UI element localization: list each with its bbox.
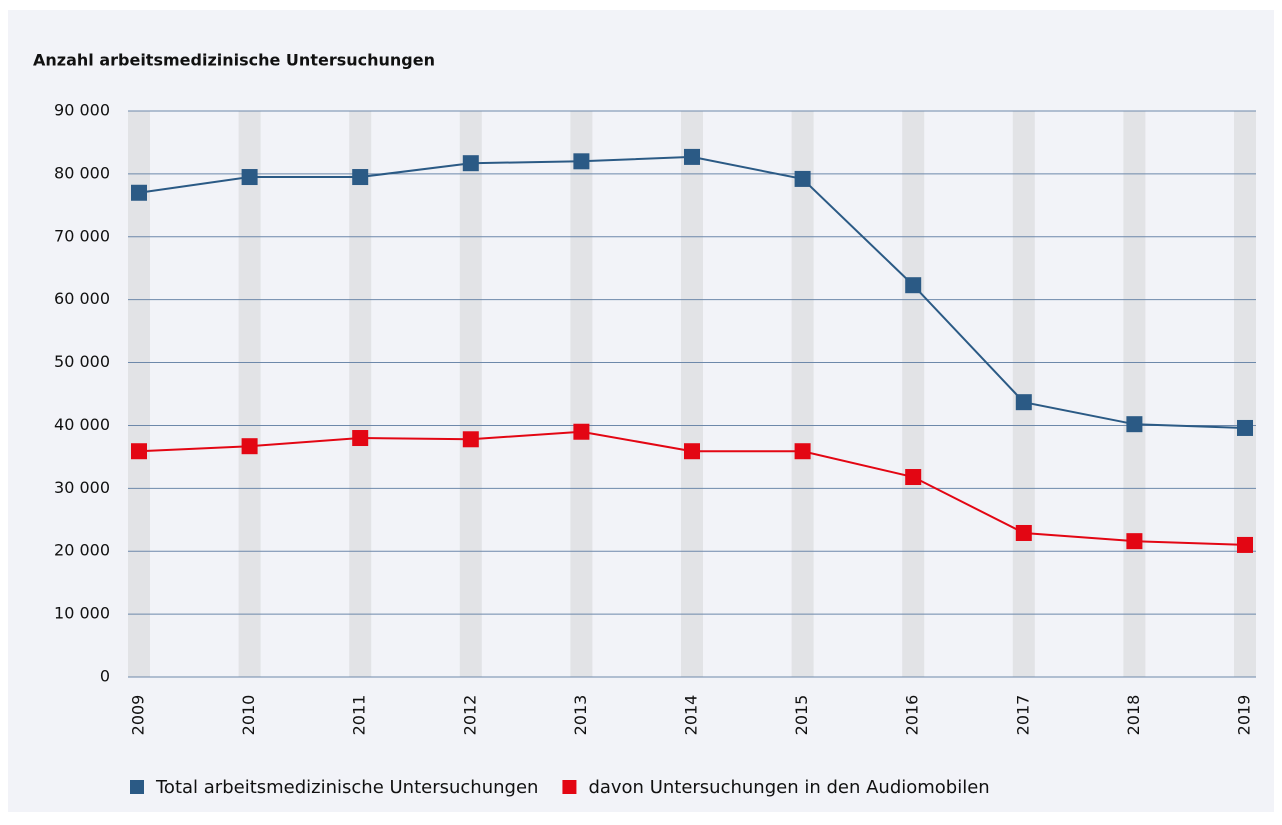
chart-title: Anzahl arbeitsmedizinische Untersuchunge… [33,51,435,70]
marker [352,169,369,186]
x-tick-label: 2018 [1124,695,1143,736]
marker [241,169,258,186]
y-tick-label: 60 000 [54,289,110,308]
marker [573,153,590,170]
y-tick-label: 30 000 [54,478,110,497]
legend-swatch [562,780,577,794]
marker [1237,419,1253,436]
x-tick-label: 2013 [571,695,590,736]
column-stripe [570,111,593,677]
marker [131,184,147,201]
marker [462,155,479,172]
y-tick-label: 80 000 [54,163,110,182]
legend-label: Total arbeitsmedizinische Untersuchungen [155,777,538,798]
marker [1237,536,1253,553]
y-tick-label: 0 [100,667,110,686]
marker [905,277,922,294]
x-tick-label: 2010 [239,695,258,736]
marker [684,443,700,460]
marker [684,148,700,165]
column-stripe [681,111,703,677]
marker [573,423,590,440]
y-tick-label: 90 000 [54,101,110,120]
marker [1126,416,1143,433]
marker [352,430,369,447]
x-tick-label: 2009 [129,695,148,736]
y-tick-label: 40 000 [54,415,110,434]
x-tick-label: 2015 [792,695,811,736]
y-tick-label: 10 000 [54,604,110,623]
column-stripe [1123,111,1146,677]
x-tick-label: 2011 [350,695,369,736]
marker [462,431,479,448]
column-stripe [238,111,261,677]
y-tick-label: 70 000 [54,226,110,245]
x-tick-label: 2014 [682,695,701,736]
column-stripe [1234,111,1256,677]
marker [794,170,811,187]
column-stripe [349,111,372,677]
column-stripe [791,111,814,677]
x-tick-label: 2016 [903,695,922,736]
x-tick-label: 2019 [1235,695,1254,736]
legend-swatch [130,780,144,794]
column-stripe [459,111,482,677]
marker [1015,524,1032,541]
marker [131,443,147,460]
marker [1015,394,1032,411]
marker [1126,533,1143,550]
column-stripe [902,111,925,677]
x-tick-label: 2017 [1013,695,1032,736]
y-tick-label: 20 000 [54,541,110,560]
marker [794,443,811,460]
marker [241,438,258,455]
marker [905,469,922,486]
x-tick-label: 2012 [460,695,479,736]
column-stripe [128,111,150,677]
panel [8,10,1274,812]
legend-label: davon Untersuchungen in den Audiomobilen [588,777,989,798]
y-tick-label: 50 000 [54,352,110,371]
